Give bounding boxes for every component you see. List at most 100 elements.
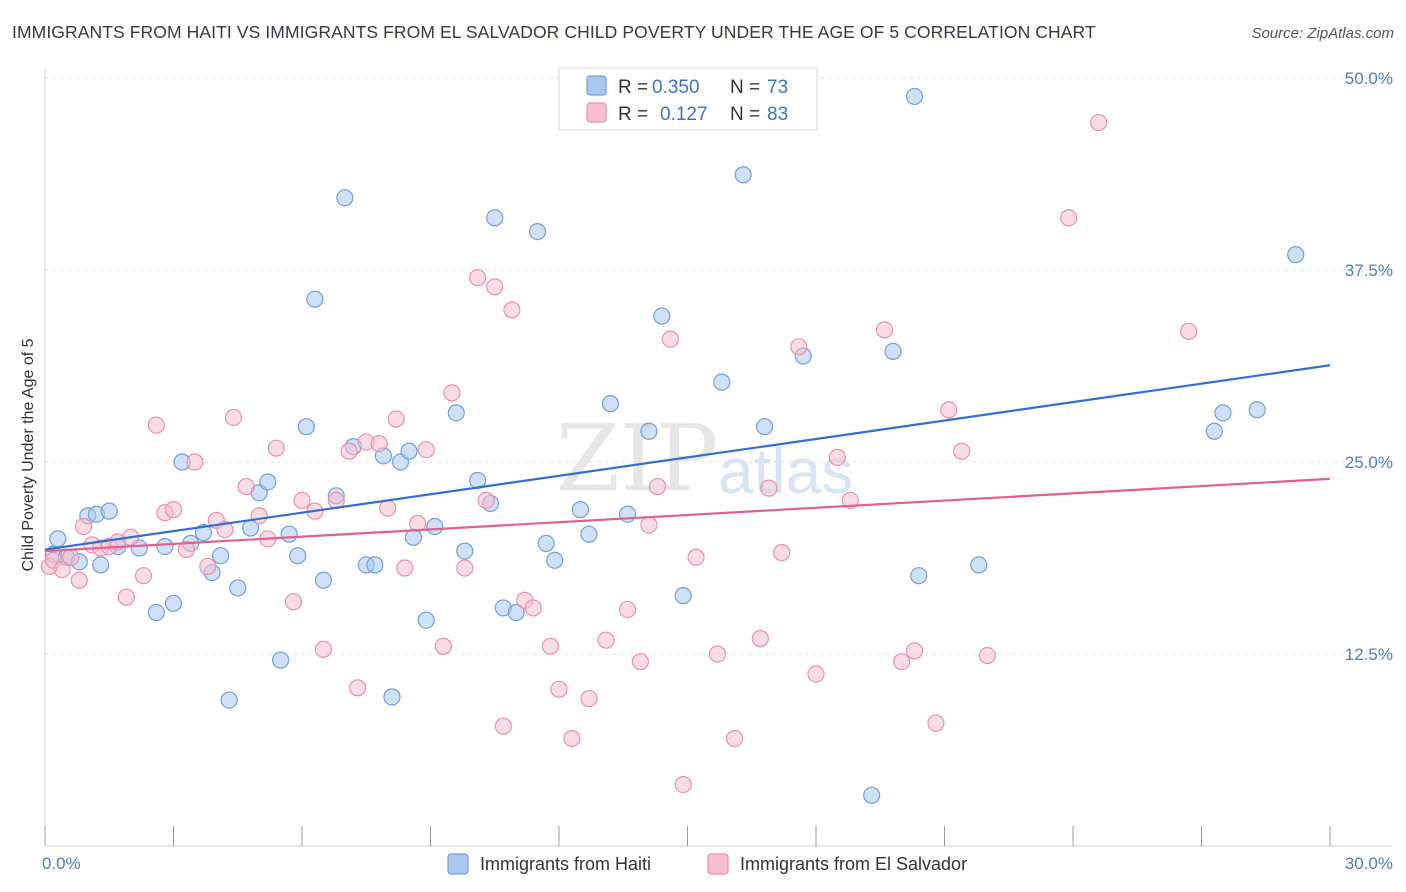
els-point-71 [875,321,894,339]
haiti-point-54 [618,505,637,523]
els-point-79 [1090,113,1108,132]
els-point-40 [434,637,452,655]
els-point-53 [580,689,598,708]
haiti-point-1 [49,530,67,548]
haiti-point-23 [271,651,290,669]
els-point-52 [563,729,581,748]
haiti-point-10 [147,603,165,622]
els-point-57 [640,516,658,534]
y-tick-label-1: 25.0% [1345,453,1393,472]
legend: R = 0.350 N = 73 R = 0.127 N = 83 [558,67,818,131]
els-point-32 [349,679,367,697]
haiti-point-65 [910,567,928,585]
els-point-74 [927,714,945,732]
haiti-point-56 [653,307,671,325]
chart-title: IMMIGRANTS FROM HAITI VS IMMIGRANTS FROM… [12,22,1096,42]
els-point-35 [379,499,397,517]
haiti-point-51 [571,501,590,519]
haiti-point-19 [229,579,247,597]
els-point-44 [477,491,495,509]
els-point-17 [186,453,204,471]
els-point-69 [828,448,847,466]
els-point-41 [443,384,461,402]
els-point-47 [503,301,521,319]
legend-haiti-r-label: R = [618,77,648,98]
els-point-65 [760,479,778,497]
x-tick-label-max: 30.0% [1345,854,1393,873]
haiti-point-15 [194,524,213,542]
els-point-54 [597,631,615,649]
legend-els-r-value: 0.127 [660,104,708,125]
els-point-36 [387,410,405,428]
legend-haiti-r-value: 0.350 [652,77,700,98]
trend-lines [44,364,1331,553]
els-point-27 [293,491,311,509]
haiti-point-26 [297,418,315,436]
els-point-12 [134,567,153,585]
els-point-56 [631,653,649,671]
els-point-60 [674,775,692,794]
els-point-72 [893,653,911,671]
els-point-50 [541,637,560,655]
y-tick-label-3: 50.0% [1345,69,1393,88]
els-point-80 [1180,322,1198,341]
els-point-25 [267,439,285,457]
haiti-point-45 [486,209,504,227]
x-tick-label-min: 0.0% [42,854,81,873]
haiti-point-59 [734,166,752,184]
haiti-point-42 [456,542,474,560]
els-point-78 [1060,209,1078,227]
els-point-3 [62,548,80,566]
haiti-point-37 [400,442,418,460]
els-point-68 [807,665,825,683]
els-point-66 [773,544,791,562]
haiti-point-57 [674,587,692,605]
haiti-point-66 [970,556,988,574]
haiti-point-35 [383,688,401,706]
haiti-point-39 [417,611,435,629]
els-point-46 [494,717,512,735]
haiti-point-48 [528,223,547,241]
legend-els-r-label: R = [618,104,648,125]
legend-els-n-label: N = [730,104,760,125]
haiti-point-47 [507,603,525,622]
els-point-26 [284,593,303,611]
haiti-point-24 [280,525,298,543]
els-point-4 [70,571,88,589]
y-axis-title: Child Poverty Under the Age of 5 [20,338,37,571]
els-point-75 [940,401,958,419]
y-tick-label-2: 37.5% [1345,261,1393,280]
haiti-point-70 [1287,246,1305,264]
y-tick-label-0: 12.5% [1345,645,1393,664]
haiti-point-68 [1214,404,1232,422]
legend-haiti-n-value: 73 [767,77,788,98]
haiti-point-63 [884,342,902,361]
haiti-point-64 [905,87,924,106]
els-point-43 [469,269,487,287]
haiti-point-33 [366,556,384,574]
els-point-38 [409,514,427,533]
bottom-legend-haiti-label: Immigrants from Haiti [480,854,651,874]
haiti-point-28 [314,571,333,589]
bottom-legend: Immigrants from Haiti Immigrants from El… [447,853,967,875]
els-point-70 [841,491,859,509]
els-point-29 [314,640,333,658]
haiti-point-40 [426,517,444,536]
haiti-point-7 [100,502,118,520]
els-point-20 [216,520,234,539]
watermark-zip: ZIP [556,405,718,512]
els-point-63 [726,729,744,748]
els-trend-line [44,477,1331,553]
els-point-13 [147,416,165,434]
els-point-18 [199,557,217,576]
haiti-point-41 [447,404,465,422]
els-point-55 [618,600,637,619]
els-point-76 [953,442,971,460]
els-point-23 [250,507,268,525]
y-tick-labels: 12.5% 25.0% 37.5% 50.0% [1345,69,1393,664]
bottom-legend-els-label: Immigrants from El Salvador [740,854,967,874]
legend-haiti-n-label: N = [730,77,760,98]
els-point-62 [708,645,727,663]
els-point-10 [117,588,135,606]
axes [44,68,1392,847]
